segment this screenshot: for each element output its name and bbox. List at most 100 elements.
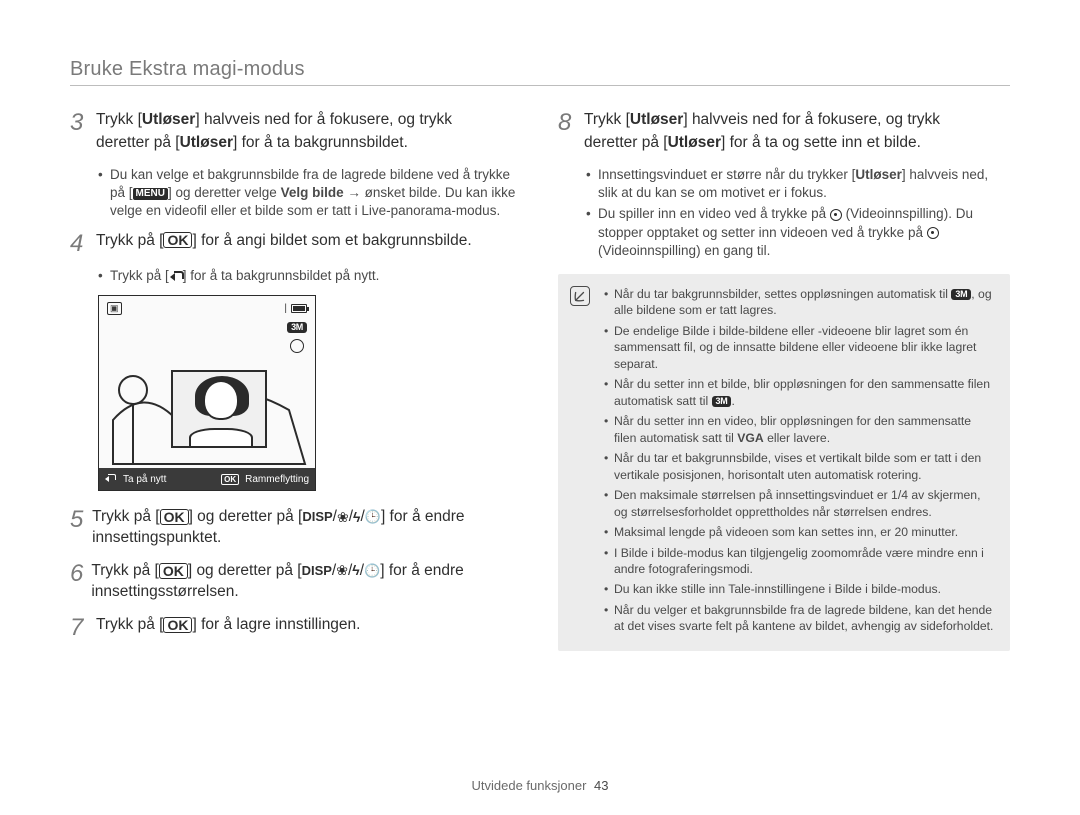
ok-icon: OK xyxy=(163,232,192,248)
t: Velg bilde xyxy=(281,185,344,200)
disp-icon: DISP xyxy=(302,562,332,580)
t: Ta på nytt xyxy=(123,474,166,485)
t: deretter på [ xyxy=(584,134,668,151)
list-item: I Bilde i bilde-modus kan tilgjengelig z… xyxy=(604,545,994,578)
preview-bottom-bar: Ta på nytt OK Rammeflytting xyxy=(99,468,315,490)
t: ] for å ta bakgrunnsbildet. xyxy=(233,134,408,151)
note-icon xyxy=(570,286,590,306)
t: (Videoinnspilling) en gang til. xyxy=(598,243,770,258)
ok-icon: OK xyxy=(160,509,189,525)
list-item: Innsettingsvinduet er større når du tryk… xyxy=(586,166,1010,202)
t: Trykk på [ xyxy=(92,508,159,525)
list-item: Når du setter inn en video, blir oppløsn… xyxy=(604,413,994,446)
macro-icon: ❀ xyxy=(336,561,348,580)
step-body: Trykk på [OK] og deretter på [DISP/❀/ϟ/🕒… xyxy=(92,507,522,551)
step-3-bullets: Du kan velge et bakgrunnsbilde fra de la… xyxy=(98,166,522,221)
disp-icon: DISP xyxy=(302,508,332,526)
step-3: 3 Trykk [Utløser] halvveis ned for å fok… xyxy=(70,110,522,156)
flash-icon: ϟ xyxy=(353,508,360,527)
flash-icon: ϟ xyxy=(352,561,359,580)
t: ] og deretter på [ xyxy=(188,562,302,579)
note-box: Når du tar bakgrunnsbilder, settes opplø… xyxy=(558,274,1010,651)
step-number: 7 xyxy=(70,615,96,641)
mode-badge: ▣ xyxy=(107,302,122,315)
step-6: 6 Trykk på [OK] og deretter på [DISP/❀/ϟ… xyxy=(70,561,522,605)
section-title: Bruke Ekstra magi-modus xyxy=(70,58,1010,81)
list-item: Maksimal lengde på videoen som kan sette… xyxy=(604,524,994,540)
t: Rammeflytting xyxy=(245,474,309,485)
step-8: 8 Trykk [Utløser] halvveis ned for å fok… xyxy=(558,110,1010,156)
resolution-icon: 3M xyxy=(951,289,971,300)
t: Trykk på [ xyxy=(91,562,158,579)
timer-icon: 🕒 xyxy=(364,562,380,580)
t: Utløser xyxy=(630,111,683,128)
list-item: Når du tar bakgrunnsbilder, settes opplø… xyxy=(604,286,994,319)
page-number: 43 xyxy=(594,778,608,793)
right-column: 8 Trykk [Utløser] halvveis ned for å fok… xyxy=(558,110,1010,651)
t: Utløser xyxy=(668,134,721,151)
t: Trykk på [ xyxy=(96,232,163,249)
t: deretter på [ xyxy=(96,134,180,151)
list-item: Du kan ikke stille inn Tale-innstillinge… xyxy=(604,581,994,597)
step-body: Trykk [Utløser] halvveis ned for å fokus… xyxy=(96,110,452,156)
menu-icon: MENU xyxy=(133,188,168,200)
t: Når du tar bakgrunnsbilder, settes opplø… xyxy=(614,287,951,301)
step-8-bullets: Innsettingsvinduet er større når du tryk… xyxy=(586,166,1010,260)
step-body: Trykk på [OK] for å lagre innstillingen. xyxy=(96,615,360,641)
step-number: 6 xyxy=(70,561,91,605)
step-body: Trykk på [OK] for å angi bildet som et b… xyxy=(96,231,472,257)
list-item: Når du velger et bakgrunnsbilde fra de l… xyxy=(604,602,994,635)
record-icon xyxy=(830,209,842,221)
t: ] og deretter på [ xyxy=(189,508,303,525)
camera-preview-illustration: ▣ | 3M xyxy=(98,295,316,491)
vga-label: VGA xyxy=(737,431,763,445)
step-4-bullets: Trykk på [] for å ta bakgrunnsbildet på … xyxy=(98,267,522,285)
t: Innsettingsvinduet er større når du tryk… xyxy=(598,167,855,182)
record-icon xyxy=(927,227,939,239)
divider xyxy=(70,85,1010,86)
ok-icon: OK xyxy=(221,474,239,485)
list-item: Når du setter inn et bilde, blir oppløsn… xyxy=(604,376,994,409)
back-icon xyxy=(105,475,117,483)
battery-icon xyxy=(291,304,307,313)
step-7: 7 Trykk på [OK] for å lagre innstillinge… xyxy=(70,615,522,641)
list-item: Den maksimale størrelsen på innsettingsv… xyxy=(604,487,994,520)
t: ] for å ta bakgrunnsbildet på nytt. xyxy=(183,268,380,283)
t: Når du setter inn et bilde, blir oppløsn… xyxy=(614,377,990,407)
t: ] for å ta og sette inn et bilde. xyxy=(721,134,921,151)
list-item: Når du tar et bakgrunnsbilde, vises et v… xyxy=(604,450,994,483)
timer-icon: 🕒 xyxy=(365,508,381,526)
ok-icon: OK xyxy=(163,617,192,633)
page-footer: Utvidede funksjoner 43 xyxy=(0,778,1080,793)
step-4: 4 Trykk på [OK] for å angi bildet som et… xyxy=(70,231,522,257)
resolution-icon: 3M xyxy=(712,396,732,407)
list-item: Du spiller inn en video ved å trykke på … xyxy=(586,205,1010,260)
footer-label: Utvidede funksjoner xyxy=(472,778,587,793)
t: Trykk [ xyxy=(584,111,630,128)
t: Utløser xyxy=(855,167,902,182)
step-number: 8 xyxy=(558,110,584,156)
t: ] halvveis ned for å fokusere, og trykk xyxy=(683,111,940,128)
t: eller lavere. xyxy=(764,431,830,445)
t: ] for å angi bildet som et bakgrunnsbild… xyxy=(192,232,471,249)
t: | xyxy=(284,303,287,314)
t: Utløser xyxy=(142,111,195,128)
left-column: 3 Trykk [Utløser] halvveis ned for å fok… xyxy=(70,110,522,651)
step-body: Trykk på [OK] og deretter på [DISP/❀/ϟ/🕒… xyxy=(91,561,522,605)
t: . xyxy=(731,394,734,408)
step-number: 3 xyxy=(70,110,96,156)
step-number: 5 xyxy=(70,507,92,551)
t: Trykk på [ xyxy=(96,616,163,633)
macro-icon: ❀ xyxy=(337,508,349,527)
list-item: Du kan velge et bakgrunnsbilde fra de la… xyxy=(98,166,522,221)
t: Trykk [ xyxy=(96,111,142,128)
step-number: 4 xyxy=(70,231,96,257)
t: Utløser xyxy=(180,134,233,151)
t: ] for å lagre innstillingen. xyxy=(192,616,360,633)
t: ] og deretter velge xyxy=(168,185,281,200)
t: ] halvveis ned for å fokusere, og trykk xyxy=(195,111,452,128)
ok-icon: OK xyxy=(159,563,188,579)
step-5: 5 Trykk på [OK] og deretter på [DISP/❀/ϟ… xyxy=(70,507,522,551)
list-item: Trykk på [] for å ta bakgrunnsbildet på … xyxy=(98,267,522,285)
t: Du spiller inn en video ved å trykke på xyxy=(598,206,830,221)
